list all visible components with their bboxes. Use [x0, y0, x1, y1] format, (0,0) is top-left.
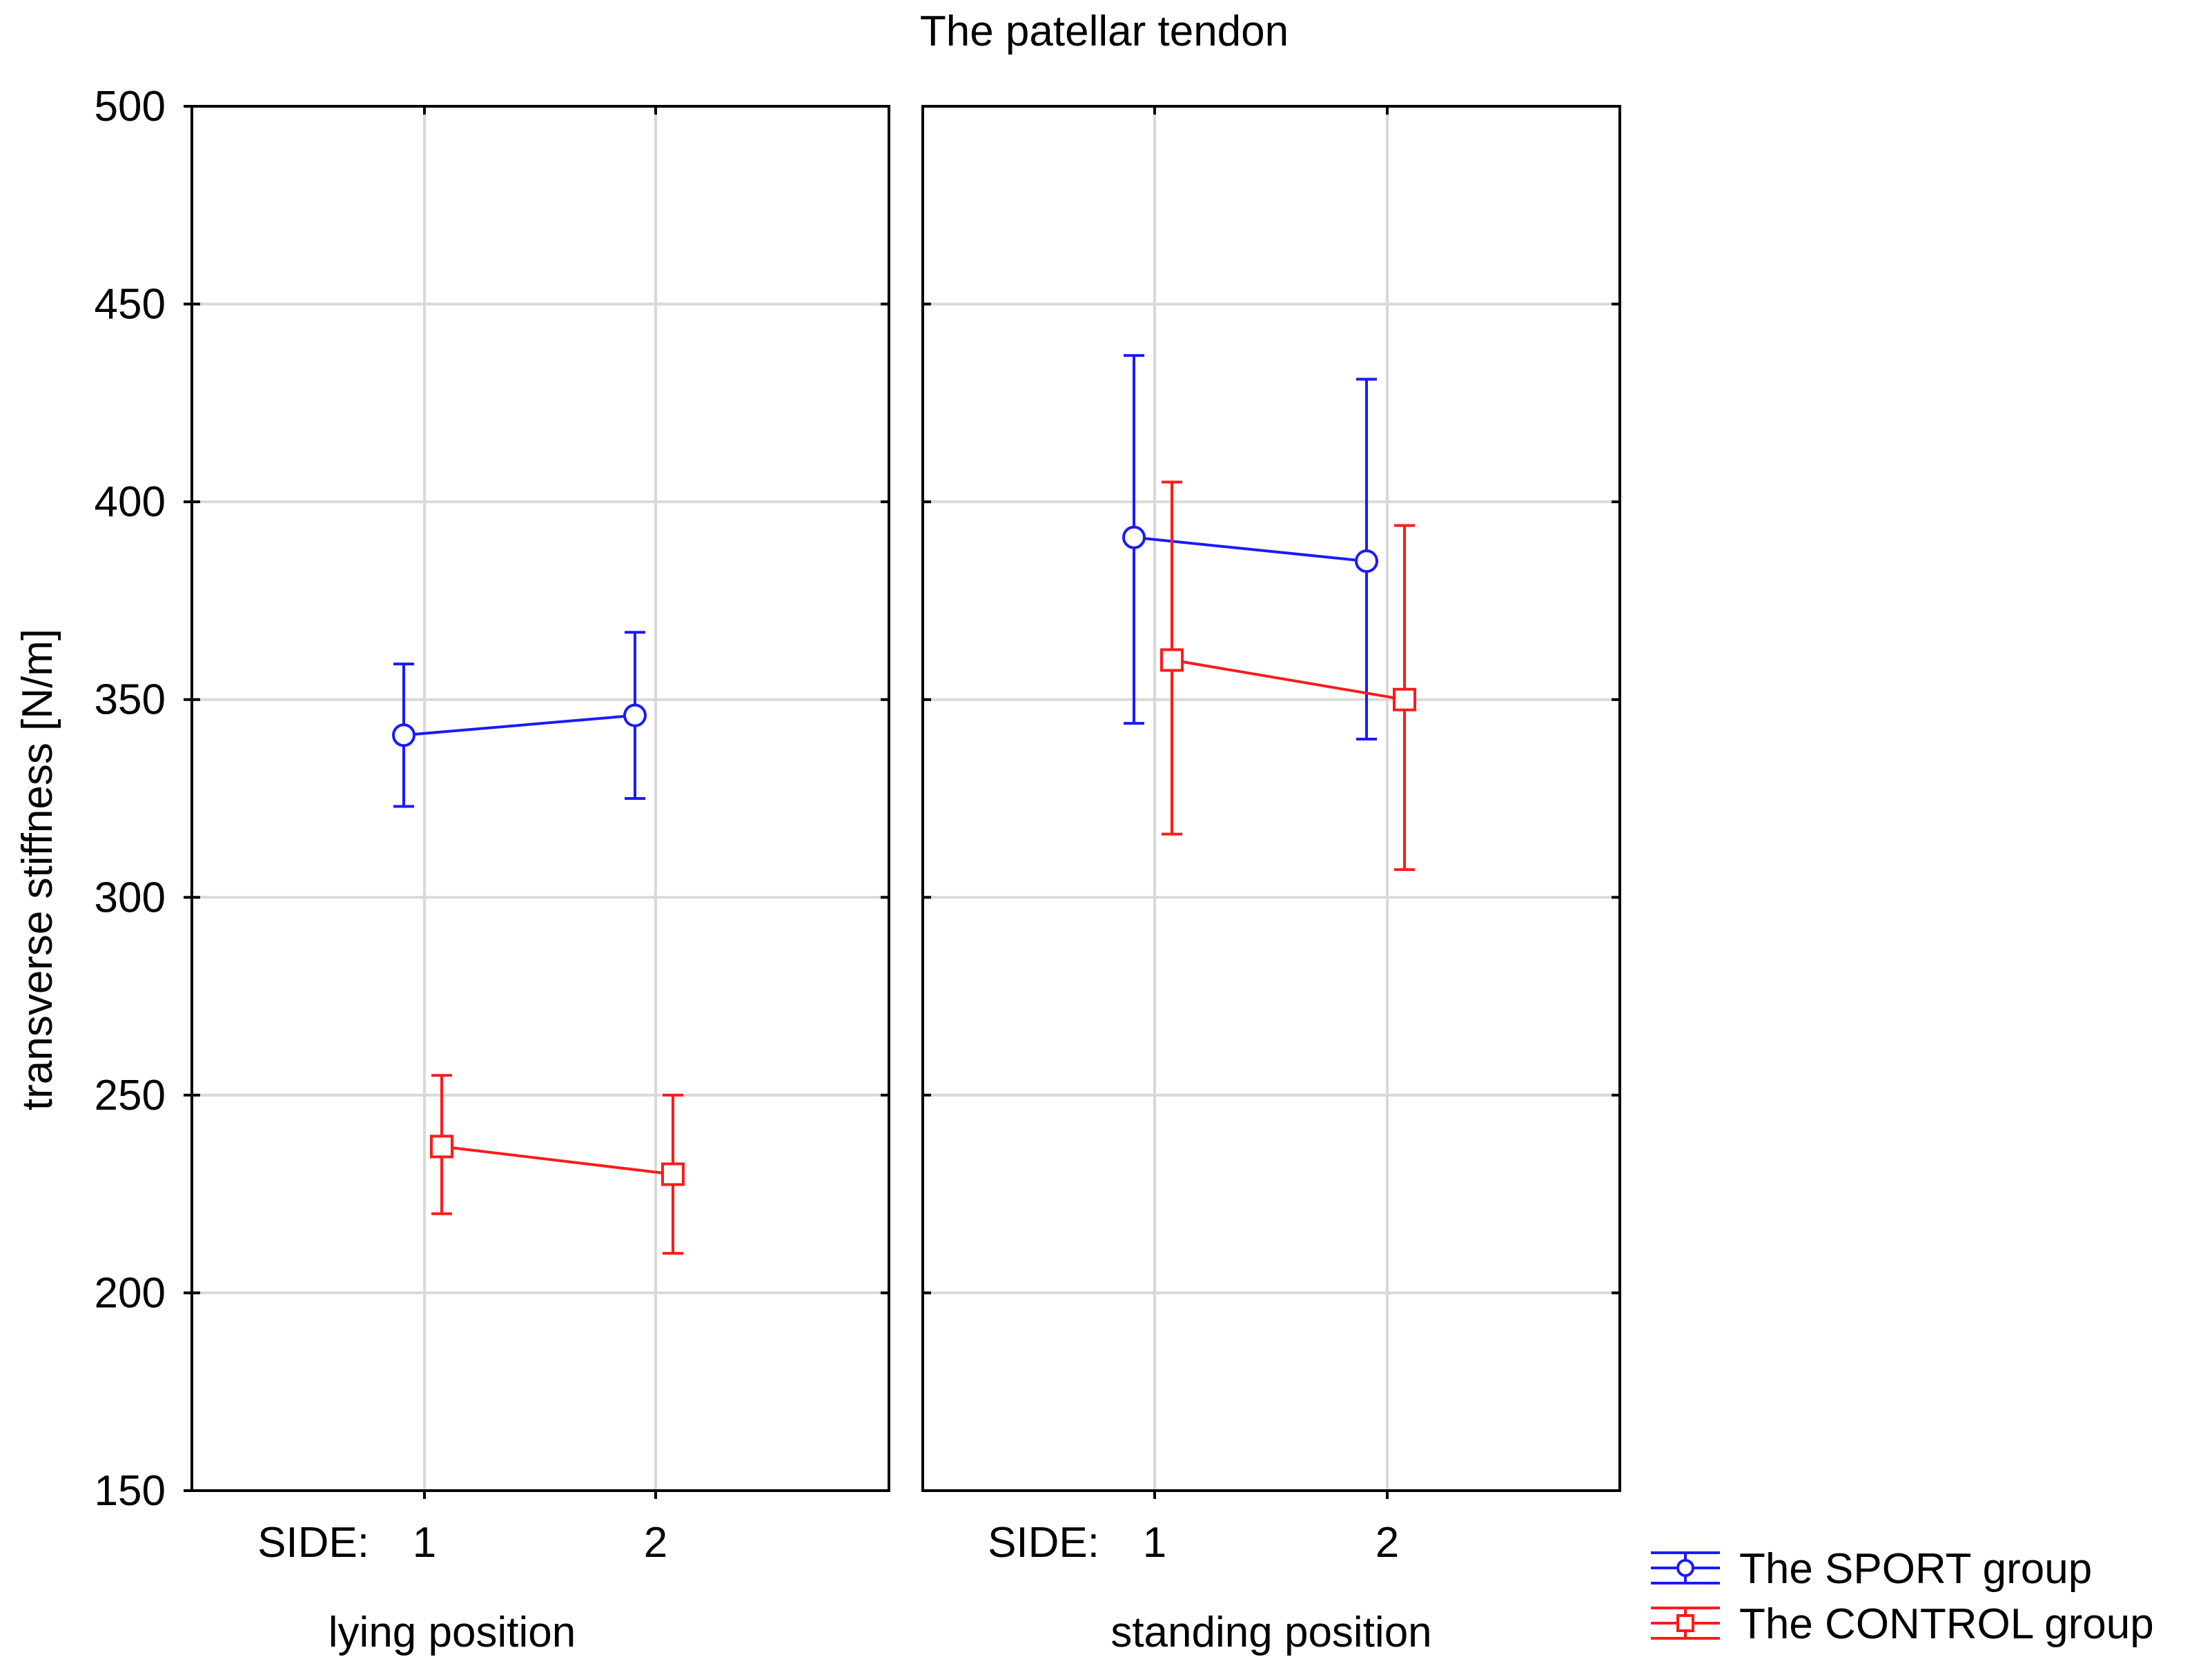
chart-title: The patellar tendon [920, 8, 1289, 55]
data-point-square [1160, 648, 1184, 672]
panel-label-lying: lying position [329, 1609, 576, 1656]
legend-marker-square [1676, 1614, 1694, 1632]
legend-label: The SPORT group [1739, 1545, 2092, 1593]
y-axis-ticks: 150 200 250 300 350 400 450 500 [95, 83, 192, 1515]
y-axis-label: transverse stiffness [N/m] [14, 629, 61, 1110]
y-tick-label: 150 [95, 1467, 166, 1515]
series-line [1171, 658, 1405, 701]
data-point-circle [1122, 525, 1146, 549]
legend-marker-circle [1676, 1559, 1694, 1577]
data-point-square [430, 1135, 453, 1159]
series-line [441, 1145, 674, 1176]
data-point-circle [392, 723, 415, 747]
panel-label-standing: standing position [1110, 1609, 1431, 1656]
data-point-square [1393, 687, 1416, 712]
panel-standing-position: 1 2 SIDE: [921, 105, 1621, 1567]
x-tick-label: 1 [413, 1519, 436, 1567]
x-tick-label: 2 [1376, 1519, 1399, 1567]
panel-lying-position: 1 2 SIDE: [190, 105, 890, 1567]
data-point-circle [623, 703, 647, 727]
y-tick-label: 300 [95, 874, 166, 921]
legend: The SPORT group The CONTROL group [1651, 1545, 2154, 1648]
legend-label: The CONTROL group [1739, 1600, 2154, 1648]
x-tick-label: 2 [644, 1519, 667, 1567]
panel-frame [190, 105, 890, 1492]
series-line [1133, 536, 1367, 563]
data-point-circle [1355, 549, 1378, 573]
data-point-square [661, 1162, 685, 1186]
y-tick-label: 400 [95, 478, 166, 526]
x-axis-prefix: SIDE: [257, 1519, 369, 1567]
x-axis-prefix: SIDE: [988, 1519, 1099, 1567]
y-tick-label: 350 [95, 676, 166, 724]
y-tick-label: 500 [95, 83, 166, 130]
series-line [403, 714, 636, 737]
x-tick-label: 1 [1143, 1519, 1166, 1567]
y-tick-label: 200 [95, 1269, 166, 1317]
panel-frame [921, 105, 1621, 1492]
y-tick-label: 450 [95, 281, 166, 328]
y-tick-label: 250 [95, 1072, 166, 1119]
